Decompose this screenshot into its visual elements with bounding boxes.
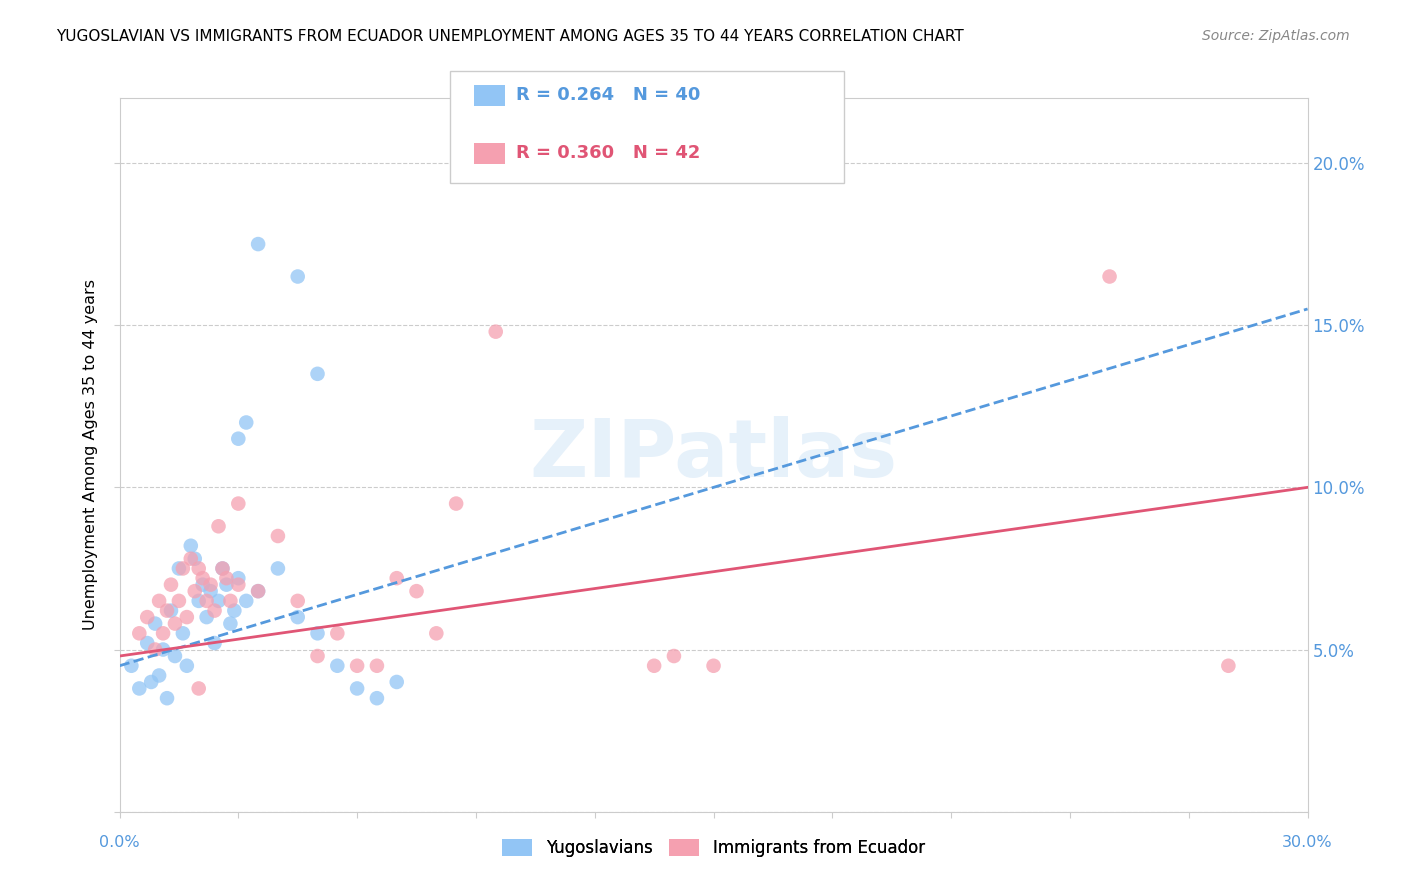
Point — [405, 584, 427, 599]
Point — [195, 594, 218, 608]
Point — [1098, 269, 1121, 284]
Point — [643, 658, 665, 673]
Point — [1218, 658, 1240, 673]
Point — [215, 571, 238, 585]
Point — [215, 577, 238, 591]
Point — [160, 577, 183, 591]
Point — [287, 594, 309, 608]
Point — [346, 681, 368, 696]
Point — [287, 610, 309, 624]
Point — [120, 658, 142, 673]
Point — [204, 636, 226, 650]
Point — [385, 675, 408, 690]
Point — [167, 594, 190, 608]
Text: 30.0%: 30.0% — [1282, 836, 1333, 850]
Text: Source: ZipAtlas.com: Source: ZipAtlas.com — [1202, 29, 1350, 43]
Point — [191, 577, 214, 591]
Point — [307, 626, 329, 640]
Point — [152, 626, 174, 640]
Point — [228, 571, 250, 585]
Point — [228, 432, 250, 446]
Point — [152, 642, 174, 657]
Legend: Yugoslavians, Immigrants from Ecuador: Yugoslavians, Immigrants from Ecuador — [496, 832, 931, 864]
Point — [172, 626, 194, 640]
Point — [267, 561, 290, 575]
Point — [180, 539, 202, 553]
Point — [346, 658, 368, 673]
Point — [267, 529, 290, 543]
Point — [702, 658, 725, 673]
Point — [662, 648, 685, 663]
Point — [172, 561, 194, 575]
Point — [136, 610, 159, 624]
Point — [187, 594, 209, 608]
Point — [143, 616, 166, 631]
Point — [128, 626, 150, 640]
Point — [204, 604, 226, 618]
Point — [247, 237, 270, 252]
Point — [247, 584, 270, 599]
Point — [219, 594, 242, 608]
Point — [219, 616, 242, 631]
Point — [211, 561, 233, 575]
Point — [191, 571, 214, 585]
Point — [148, 668, 170, 682]
Point — [156, 604, 179, 618]
Point — [307, 367, 329, 381]
Point — [287, 269, 309, 284]
Point — [425, 626, 447, 640]
Point — [128, 681, 150, 696]
Text: R = 0.360   N = 42: R = 0.360 N = 42 — [516, 145, 700, 162]
Point — [207, 594, 229, 608]
Point — [326, 658, 349, 673]
Point — [207, 519, 229, 533]
Point — [187, 681, 209, 696]
Point — [235, 416, 257, 430]
Point — [163, 616, 186, 631]
Text: YUGOSLAVIAN VS IMMIGRANTS FROM ECUADOR UNEMPLOYMENT AMONG AGES 35 TO 44 YEARS CO: YUGOSLAVIAN VS IMMIGRANTS FROM ECUADOR U… — [56, 29, 965, 44]
Point — [184, 584, 207, 599]
Text: 0.0%: 0.0% — [100, 836, 139, 850]
Point — [195, 610, 218, 624]
Point — [163, 648, 186, 663]
Point — [228, 577, 250, 591]
Point — [167, 561, 190, 575]
Point — [176, 610, 198, 624]
Point — [485, 325, 508, 339]
Point — [228, 497, 250, 511]
Text: ZIPatlas: ZIPatlas — [530, 416, 897, 494]
Point — [247, 584, 270, 599]
Point — [366, 658, 388, 673]
Point — [444, 497, 467, 511]
Point — [176, 658, 198, 673]
Point — [180, 551, 202, 566]
Point — [385, 571, 408, 585]
Text: R = 0.264   N = 40: R = 0.264 N = 40 — [516, 87, 700, 104]
Point — [148, 594, 170, 608]
Point — [143, 642, 166, 657]
Point — [366, 691, 388, 706]
Point — [156, 691, 179, 706]
Point — [307, 648, 329, 663]
Point — [235, 594, 257, 608]
Point — [141, 675, 163, 690]
Point — [211, 561, 233, 575]
Point — [184, 551, 207, 566]
Point — [200, 577, 222, 591]
Point — [200, 584, 222, 599]
Point — [187, 561, 209, 575]
Y-axis label: Unemployment Among Ages 35 to 44 years: Unemployment Among Ages 35 to 44 years — [83, 279, 98, 631]
Point — [224, 604, 246, 618]
Point — [160, 604, 183, 618]
Point — [326, 626, 349, 640]
Point — [136, 636, 159, 650]
